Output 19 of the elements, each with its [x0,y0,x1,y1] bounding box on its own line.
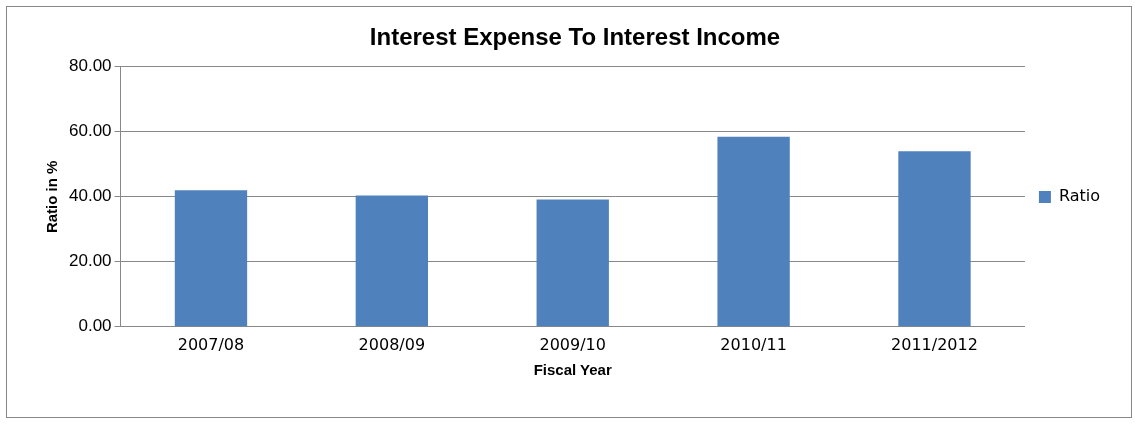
legend-label: Ratio [1058,186,1100,206]
chart-title: Interest Expense To Interest Income [369,23,781,51]
x-tick-label: 2009/10 [539,334,606,354]
bar [717,136,790,327]
y-axis-title: Ratio in % [43,160,61,234]
x-tick-label: 2010/11 [720,334,787,354]
x-tick-label: 2011/2012 [891,334,978,354]
y-tick-label: 60.00 [68,121,112,141]
bar [174,190,248,327]
bar [898,151,971,327]
y-tick-label: 80.00 [68,56,112,76]
y-tick-label: 40.00 [68,186,112,206]
y-tick-label: 0.00 [78,316,112,336]
x-tick-label: 2007/08 [177,334,245,354]
x-axis-title: Fiscal Year [533,361,612,379]
bar [536,199,609,327]
y-tick-label: 20.00 [68,251,112,271]
x-tick-label: 2008/09 [358,334,426,354]
bar [355,195,429,327]
